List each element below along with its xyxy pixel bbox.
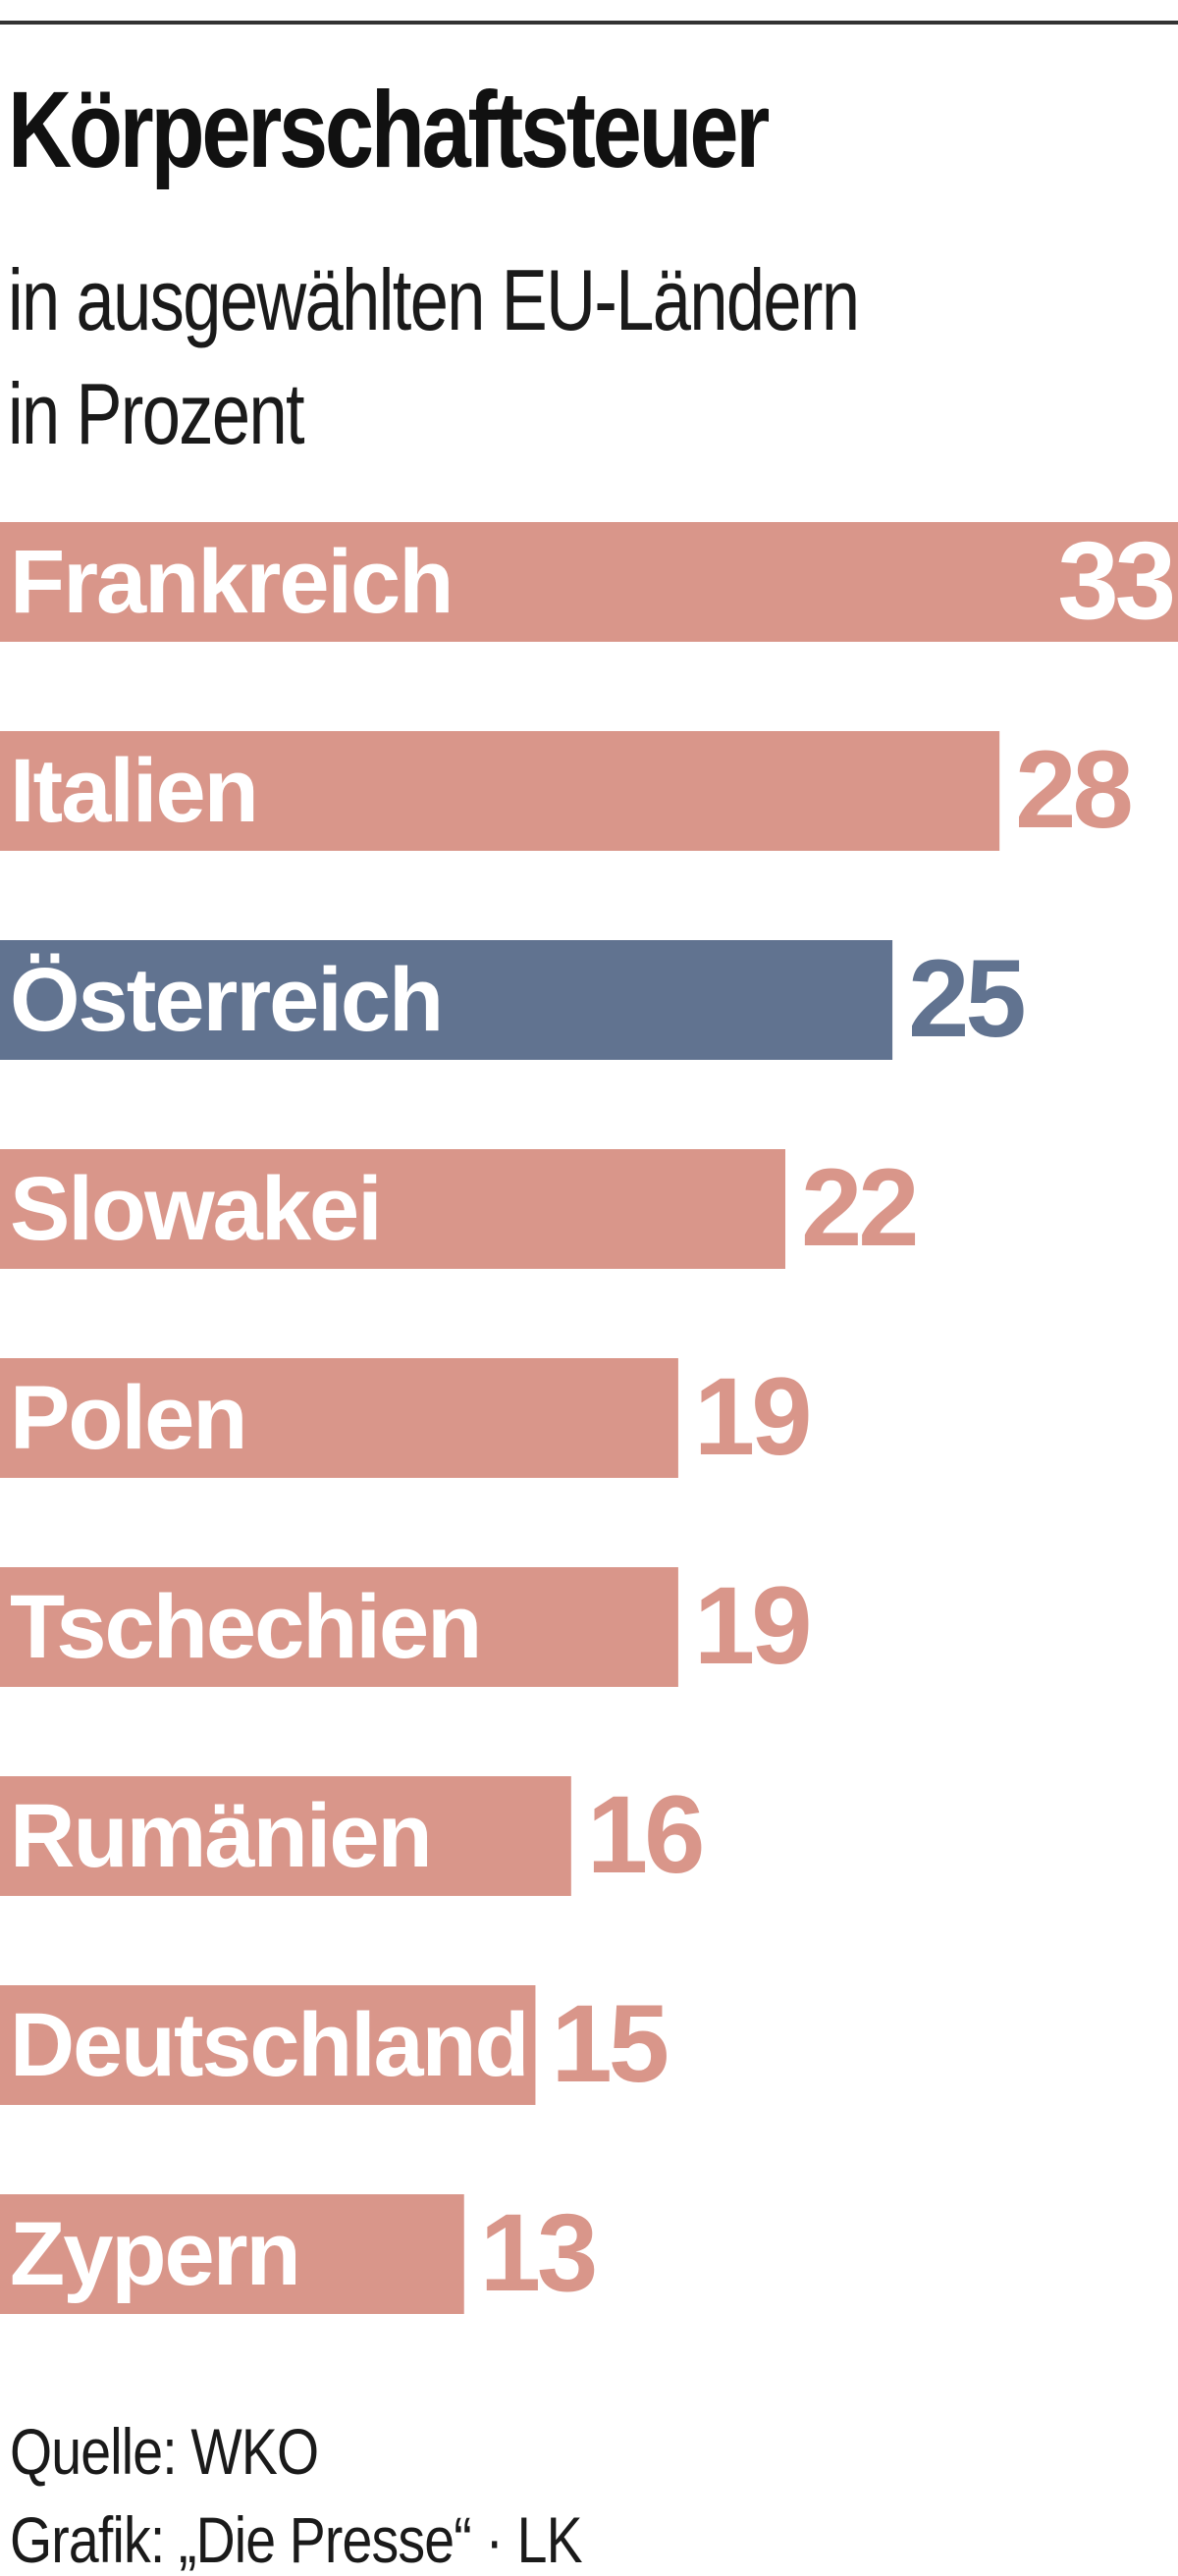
- bar-tschechien: [0, 1567, 678, 1687]
- value-label-rumaenien: 16: [587, 1773, 702, 1896]
- value-label-italien: 28: [1015, 728, 1130, 851]
- value-label-zypern: 13: [480, 2191, 595, 2314]
- bar-label-rumaenien: Rumänien: [10, 1786, 431, 1886]
- bar-chart: Frankreich 33 Italien 28 Österreich 25 Slowake…: [0, 510, 1178, 2355]
- value-label-slowakei: 22: [801, 1146, 916, 1269]
- chart-title: Körperschaftsteuer: [8, 70, 770, 190]
- value-label-frankreich: 33: [1057, 519, 1172, 642]
- bar-label-italien: Italien: [10, 741, 257, 841]
- bar-frankreich: [0, 522, 1178, 642]
- bar-label-slowakei: Slowakei: [10, 1159, 381, 1259]
- bar-polen: [0, 1358, 678, 1478]
- bar-zypern: [0, 2194, 464, 2314]
- value-label-deutschland: 15: [551, 1982, 667, 2105]
- source-note: Quelle: WKO: [10, 2415, 319, 2488]
- graphic-credit: Grafik: „Die Presse“ · LK: [10, 2503, 583, 2576]
- value-label-tschechien: 19: [694, 1564, 809, 1687]
- bar-oesterreich: [0, 940, 893, 1060]
- bar-italien: [0, 731, 1000, 851]
- bar-label-tschechien: Tschechien: [10, 1577, 480, 1677]
- value-label-polen: 19: [694, 1355, 809, 1478]
- value-label-oesterreich: 25: [908, 937, 1024, 1060]
- top-rule: [0, 21, 1178, 25]
- bar-label-oesterreich: Österreich: [10, 950, 442, 1050]
- bar-chart-svg: Frankreich 33 Italien 28 Österreich 25 Slowake…: [0, 519, 1178, 2314]
- bar-label-zypern: Zypern: [10, 2204, 299, 2304]
- bar-deutschland: [0, 1985, 536, 2105]
- chart-subtitle-line-1: in ausgewählten EU-Ländern: [8, 251, 860, 348]
- bar-rumaenien: [0, 1776, 571, 1896]
- bar-slowakei: [0, 1149, 785, 1269]
- bar-label-deutschland: Deutschland: [10, 1995, 527, 2095]
- bar-label-polen: Polen: [10, 1368, 245, 1468]
- chart-subtitle-line-2: in Prozent: [8, 365, 305, 462]
- bar-label-frankreich: Frankreich: [10, 532, 452, 632]
